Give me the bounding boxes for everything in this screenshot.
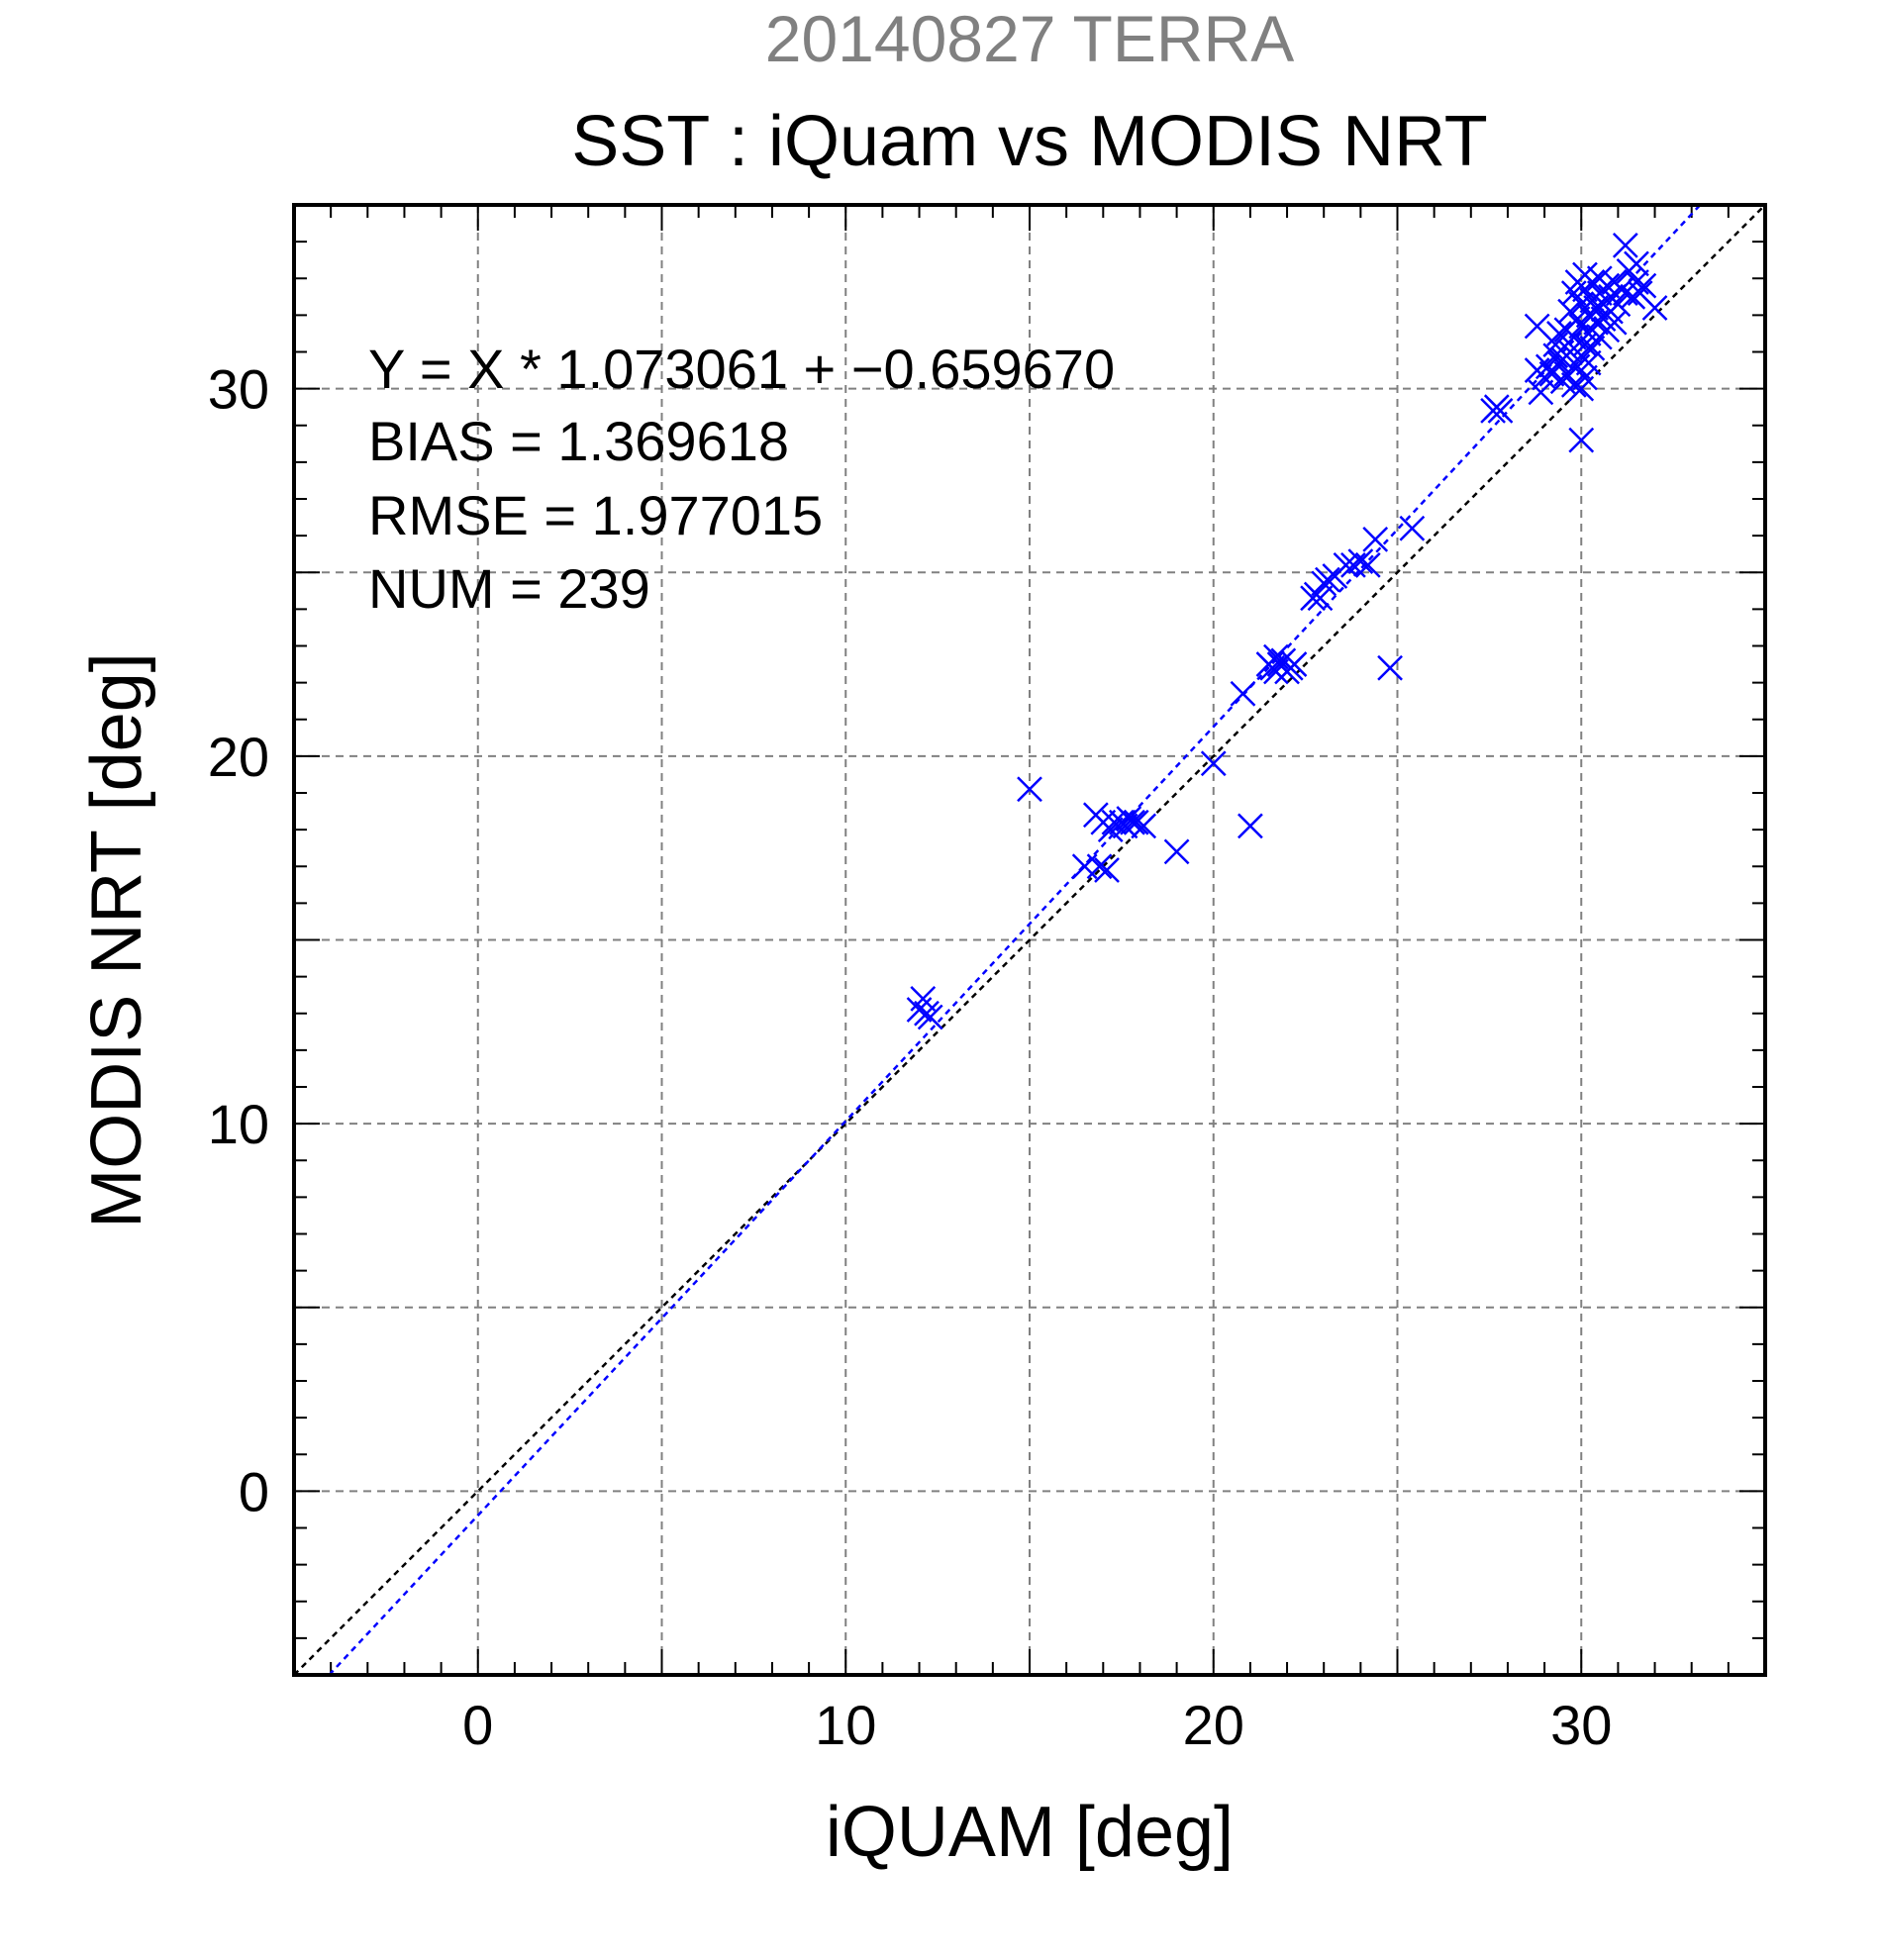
stats-block: Y = X * 1.073061 + −0.659670 BIAS = 1.36… <box>368 338 1115 620</box>
x-tick-labels: 0 10 20 30 <box>462 1694 1612 1756</box>
data-points <box>906 232 1668 1030</box>
data-point <box>1354 551 1381 578</box>
data-point <box>1568 427 1595 453</box>
identity-line <box>293 204 1766 1676</box>
data-point <box>1230 680 1256 707</box>
data-point <box>1307 585 1334 612</box>
data-point <box>1377 654 1403 681</box>
data-point <box>1399 515 1426 541</box>
data-point <box>914 1000 940 1027</box>
data-point <box>1631 272 1657 299</box>
data-point <box>1347 548 1374 574</box>
data-point <box>1017 776 1042 803</box>
plot-frame <box>292 203 1767 1677</box>
data-point <box>1641 295 1668 321</box>
bias-value: BIAS = 1.369618 <box>368 410 789 472</box>
data-point <box>1624 250 1649 277</box>
y-tick-label: 30 <box>208 358 269 421</box>
data-point <box>1123 809 1149 835</box>
data-point <box>1333 551 1359 578</box>
x-tick-label: 30 <box>1550 1694 1612 1756</box>
data-point <box>1546 321 1572 346</box>
y-tick-labels: 0 10 20 30 <box>208 358 269 1523</box>
data-point <box>1097 817 1124 843</box>
data-point <box>1572 364 1598 391</box>
data-point <box>1579 269 1606 295</box>
x-axis-label: iQUAM [deg] <box>826 1793 1234 1872</box>
rmse-value: RMSE = 1.977015 <box>368 484 823 546</box>
major-ticks <box>294 205 1765 1675</box>
data-point <box>910 986 937 1012</box>
data-point <box>1579 335 1606 361</box>
chart-subtitle: 20140827 TERRA <box>765 2 1294 75</box>
y-tick-label: 20 <box>208 726 269 788</box>
x-tick-label: 10 <box>815 1694 876 1756</box>
regression-fit-line <box>328 204 1702 1676</box>
data-point <box>1238 813 1263 839</box>
fit-equation: Y = X * 1.073061 + −0.659670 <box>368 338 1115 400</box>
data-point <box>1071 853 1098 880</box>
num-value: NUM = 239 <box>368 557 650 620</box>
y-tick-label: 0 <box>239 1460 269 1522</box>
data-point <box>1200 750 1227 777</box>
data-point <box>1487 398 1514 424</box>
data-point <box>1131 813 1157 839</box>
x-tick-label: 20 <box>1183 1694 1244 1756</box>
minor-ticks <box>294 205 1765 1675</box>
y-axis-label: MODIS NRT [deg] <box>77 652 156 1228</box>
data-point <box>1605 291 1632 318</box>
data-point <box>1583 295 1609 321</box>
data-point <box>1281 651 1308 677</box>
data-point <box>1612 232 1638 258</box>
data-point <box>1094 857 1120 883</box>
reference-lines <box>293 204 1766 1676</box>
x-tick-label: 0 <box>462 1694 493 1756</box>
y-tick-label: 10 <box>208 1093 269 1155</box>
data-point <box>1528 379 1554 406</box>
chart-title: SST : iQuam vs MODIS NRT <box>571 102 1488 181</box>
data-point <box>1263 658 1289 685</box>
data-point <box>1362 526 1389 552</box>
data-point <box>1086 853 1113 880</box>
data-point <box>1163 838 1190 865</box>
data-point <box>1315 566 1340 593</box>
data-point <box>1575 349 1602 376</box>
